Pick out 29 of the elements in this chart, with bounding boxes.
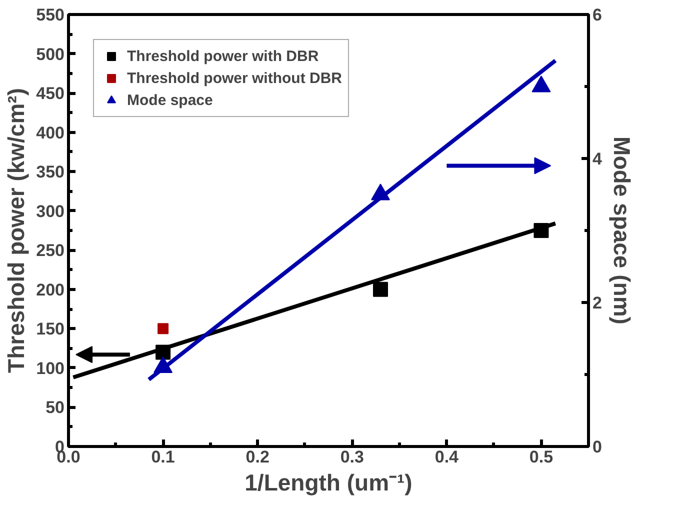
- y-tick-label: 550: [36, 6, 65, 24]
- legend-label: Threshold power without DBR: [127, 70, 342, 86]
- x-tick-label: 0.4: [434, 448, 460, 466]
- y2-tick-label: 0: [592, 438, 602, 456]
- y2-axis-title: Mode space (nm): [608, 136, 635, 324]
- y2-tick-label: 4: [592, 150, 602, 168]
- y2-tick-label: 2: [592, 294, 602, 312]
- point: [532, 76, 551, 92]
- legend-label: Mode space: [127, 92, 213, 108]
- legend-label: Threshold power with DBR: [127, 48, 319, 64]
- x-axis-title: 1/Length (um⁻¹): [244, 470, 412, 496]
- y-tick-label: 150: [36, 320, 65, 339]
- y-tick-label: 350: [36, 162, 65, 182]
- y-tick-label: 50: [46, 398, 65, 418]
- y2-tick-label: 6: [592, 6, 602, 24]
- y-tick-label: 500: [36, 44, 65, 64]
- point: [158, 323, 169, 334]
- x-tick-label: 0.2: [246, 448, 270, 466]
- y-tick-label: 250: [36, 241, 65, 260]
- y-tick-label: 300: [36, 202, 65, 221]
- x-tick-label: 0.5: [529, 448, 554, 466]
- y-tick-label: 450: [36, 84, 65, 104]
- y-tick-label: 200: [36, 280, 65, 300]
- y-tick-label: 100: [36, 358, 65, 378]
- point: [373, 282, 388, 297]
- x-tick-label: 0.1: [151, 448, 175, 466]
- x-tick-label: 0.3: [340, 448, 364, 466]
- y-axis-title: Threshold power (kw/cm²): [3, 88, 30, 373]
- y-tick-label: 400: [36, 123, 65, 142]
